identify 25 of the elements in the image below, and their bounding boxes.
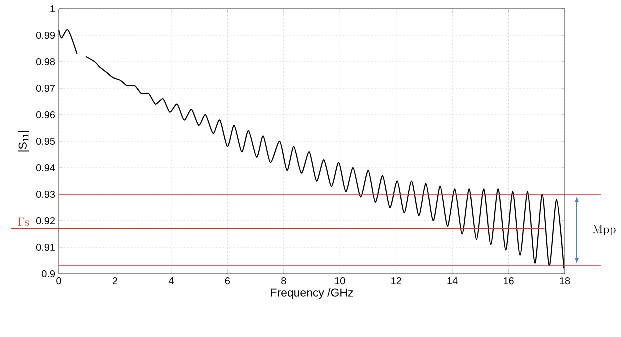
y-tick-label: 1 <box>50 6 55 12</box>
x-tick-label: 4 <box>168 278 174 284</box>
x-tick-label: 6 <box>225 278 230 285</box>
y-tick-label: 0.98 <box>36 58 56 66</box>
y-tick-label: 0.99 <box>36 32 56 40</box>
x-tick-label: 2 <box>112 278 118 284</box>
ref-line-label: Γs <box>18 218 30 226</box>
y-tick-label: 0.97 <box>36 84 55 92</box>
y-tick-label: 0.9 <box>42 270 56 278</box>
y-tick-label: 0.91 <box>36 244 55 252</box>
y-tick-label: 0.95 <box>36 138 56 146</box>
y-tick-label: 0.94 <box>36 164 56 172</box>
y-axis-title: |S$_{11}$| <box>18 131 30 152</box>
x-tick-label: 14 <box>448 278 458 284</box>
x-tick-label: 12 <box>392 278 402 284</box>
x-tick-label: 18 <box>560 278 570 285</box>
x-tick-label: 16 <box>504 278 514 285</box>
y-tick-label: 0.96 <box>36 111 56 119</box>
x-tick-label: 8 <box>282 278 286 285</box>
y-tick-label: 0.93 <box>36 190 56 198</box>
x-tick-label: 0 <box>56 278 62 285</box>
x-axis-title: Frequency /GHz <box>271 288 354 300</box>
y-tick-label: 0.92 <box>36 217 55 225</box>
text: Mpp <box>593 225 616 236</box>
x-tick-label: 10 <box>335 278 346 285</box>
